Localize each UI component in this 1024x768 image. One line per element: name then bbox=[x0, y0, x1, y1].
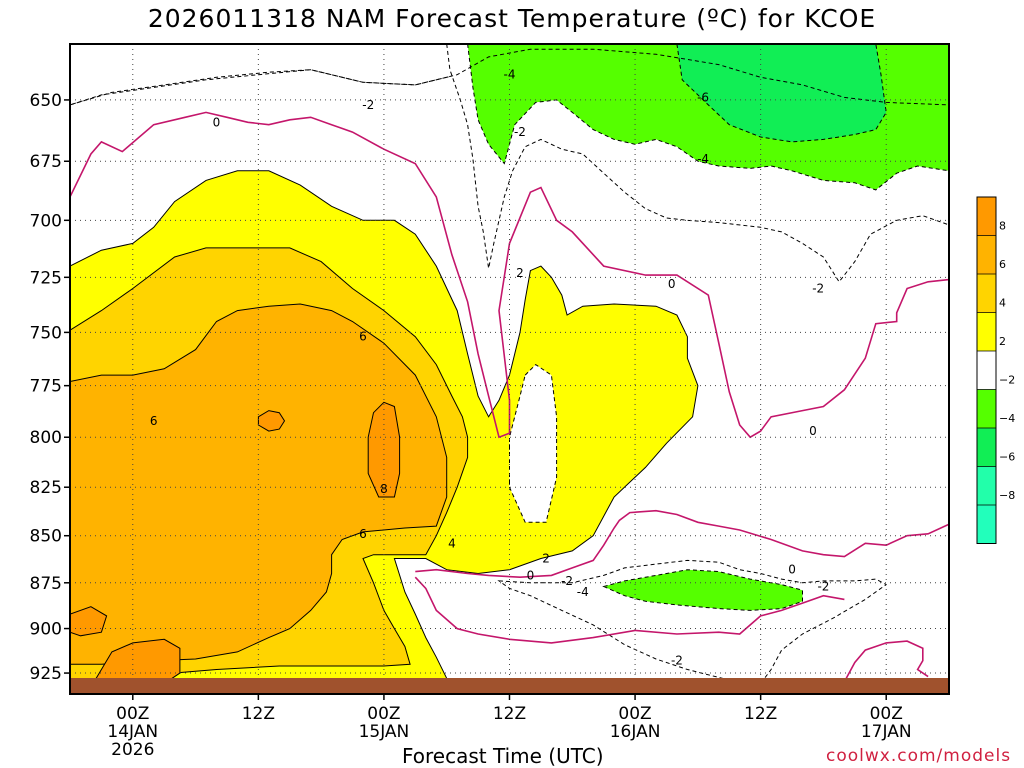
chart-title: 2026011318 NAM Forecast Temperature (ºC)… bbox=[147, 4, 877, 33]
contour-label-20: 0 bbox=[809, 424, 817, 438]
terrain-ground bbox=[70, 678, 949, 694]
contour-label-17: -4 bbox=[577, 585, 589, 599]
y-tick-label-7: 825 bbox=[30, 478, 62, 498]
colorbar-label-6: −6 bbox=[999, 451, 1015, 464]
colorbar-label-2: 4 bbox=[999, 297, 1006, 310]
contour-label-2: -4 bbox=[504, 68, 516, 82]
temperature-region-10 bbox=[257, 410, 286, 432]
x-tick-sublabel-0-1: 2026 bbox=[111, 740, 154, 760]
temperature-region-7 bbox=[509, 363, 558, 523]
contour-label-19: -2 bbox=[817, 580, 829, 594]
y-tick-label-4: 750 bbox=[30, 323, 62, 343]
contour-line-0 bbox=[70, 111, 949, 439]
contour-line-4 bbox=[70, 48, 949, 106]
contour-label-18: 0 bbox=[788, 563, 796, 577]
contour-label-3: -2 bbox=[514, 125, 526, 139]
contour-label-15: 0 bbox=[527, 568, 535, 582]
x-tick-sublabel-0-0: 14JAN bbox=[107, 722, 158, 742]
contour-line-3 bbox=[843, 640, 929, 683]
x-tick-label-3: 12Z bbox=[493, 704, 526, 724]
y-tick-label-0: 650 bbox=[30, 91, 62, 111]
y-tick-label-10: 900 bbox=[30, 620, 62, 640]
contour-label-1: -2 bbox=[362, 98, 374, 112]
temperature-region-5 bbox=[602, 569, 803, 611]
x-tick-sublabel-6-0: 17JAN bbox=[861, 722, 912, 742]
contour-label-9: 6 bbox=[359, 330, 367, 344]
contour-label-8: -2 bbox=[812, 281, 824, 295]
colorbar-label-7: −8 bbox=[999, 489, 1015, 502]
contour-label-4: -6 bbox=[697, 90, 709, 104]
colorbar-bin-2 bbox=[977, 274, 996, 313]
contour-line-2 bbox=[414, 576, 845, 644]
x-tick-label-4: 00Z bbox=[618, 704, 651, 724]
x-tick-label-0: 00Z bbox=[116, 704, 149, 724]
colorbar-bin-4 bbox=[977, 351, 996, 390]
colorbar-frame bbox=[976, 196, 997, 544]
y-tick-label-2: 700 bbox=[30, 211, 62, 231]
temperature-region-12 bbox=[70, 606, 108, 637]
colorbar-bin-7 bbox=[977, 466, 996, 505]
y-tick-label-11: 925 bbox=[30, 664, 62, 684]
credit-link[interactable]: coolwx.com/models bbox=[826, 746, 1012, 766]
x-tick-label-6: 00Z bbox=[870, 704, 903, 724]
contour-label-14: 2 bbox=[542, 551, 550, 565]
contour-label-21: -2 bbox=[671, 654, 683, 668]
x-axis-label: Forecast Time (UTC) bbox=[402, 744, 604, 768]
contour-label-13: 4 bbox=[448, 536, 456, 550]
contour-label-0: 0 bbox=[213, 115, 221, 129]
contour-label-12: 6 bbox=[359, 527, 367, 541]
y-tick-label-9: 875 bbox=[30, 574, 62, 594]
x-tick-label-2: 00Z bbox=[367, 704, 400, 724]
x-tick-sublabel-2-0: 15JAN bbox=[359, 722, 410, 742]
contour-label-16: -2 bbox=[561, 574, 573, 588]
colorbar-bin-6 bbox=[977, 428, 996, 467]
contour-label-7: 0 bbox=[668, 277, 676, 291]
contour-label-11: 8 bbox=[380, 482, 388, 496]
x-tick-label-5: 12Z bbox=[744, 704, 777, 724]
colorbar-bin-0 bbox=[977, 197, 996, 236]
y-tick-label-8: 850 bbox=[30, 527, 62, 547]
contour-label-10: 6 bbox=[150, 414, 158, 428]
colorbar-label-0: 8 bbox=[999, 220, 1006, 233]
colorbar-bin-8 bbox=[977, 505, 996, 544]
colorbar-label-4: −2 bbox=[999, 374, 1015, 387]
x-tick-sublabel-4-0: 16JAN bbox=[610, 722, 661, 742]
contour-line-1 bbox=[415, 509, 949, 579]
colorbar-bin-3 bbox=[977, 312, 996, 351]
contour-label-5: -4 bbox=[697, 152, 709, 166]
y-tick-label-6: 800 bbox=[30, 428, 62, 448]
x-tick-label-1: 12Z bbox=[242, 704, 275, 724]
colorbar-bin-1 bbox=[977, 235, 996, 274]
colorbar-label-3: 2 bbox=[999, 335, 1006, 348]
contour-label-6: 2 bbox=[516, 266, 524, 280]
colorbar-bin-5 bbox=[977, 389, 996, 428]
y-tick-label-5: 775 bbox=[30, 377, 62, 397]
y-tick-label-1: 675 bbox=[30, 152, 62, 172]
y-tick-label-3: 725 bbox=[30, 268, 62, 288]
temperature-region-3 bbox=[676, 44, 887, 143]
colorbar-label-5: −4 bbox=[999, 412, 1015, 425]
colorbar-label-1: 6 bbox=[999, 258, 1006, 271]
